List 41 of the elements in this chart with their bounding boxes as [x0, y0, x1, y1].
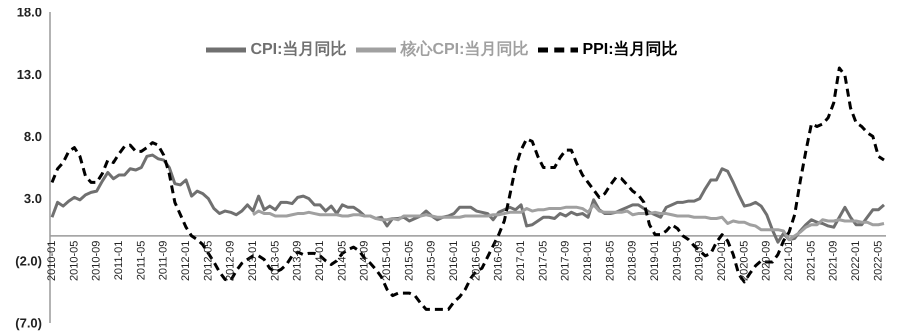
legend-label: PPI:当月同比: [582, 41, 678, 58]
x-tick-label: 2020-09: [760, 240, 773, 282]
x-tick-label: 2018-01: [582, 240, 594, 282]
x-tick-label: 2016-09: [492, 240, 505, 282]
x-tick-label: 2010-01: [46, 240, 58, 282]
x-tick-label: 2012-01: [180, 240, 192, 282]
x-tick-label: 2013-09: [292, 240, 304, 282]
x-tick-label: 2010-09: [90, 240, 103, 282]
x-tick-label: 2020-01: [716, 240, 728, 282]
x-tick-label: 2021-01: [783, 240, 796, 282]
y-tick-label: 3.0: [24, 191, 42, 206]
x-tick-label: 2017-09: [560, 240, 572, 282]
x-tick-label: 2011-01: [113, 240, 126, 280]
x-tick-label: 2016-01: [448, 240, 460, 282]
x-tick-label: 2015-05: [403, 240, 416, 282]
x-tick-label: 2017-05: [537, 240, 550, 282]
x-tick-label: 2011-09: [158, 240, 170, 280]
x-tick-label: 2013-01: [247, 240, 260, 282]
y-tick-label: (2.0): [15, 253, 42, 268]
x-tick-label: 2016-05: [470, 240, 482, 282]
x-tick-label: 2010-05: [68, 240, 80, 282]
x-tick-label: 2018-09: [626, 240, 639, 282]
x-tick-label: 2014-01: [314, 240, 326, 282]
x-tick-label: 2021-05: [805, 240, 818, 282]
legend-label: 核心CPI:当月同比: [400, 41, 528, 58]
x-tick-label: 2018-05: [604, 240, 616, 282]
y-tick-label: 8.0: [24, 129, 42, 144]
y-tick-label: (7.0): [15, 316, 42, 331]
x-tick-label: 2015-01: [381, 240, 394, 282]
x-tick-label: 2021-09: [828, 240, 840, 282]
x-tick-label: 2013-05: [269, 240, 282, 282]
x-tick-label: 2022-01: [850, 240, 862, 282]
x-tick-label: 2017-01: [515, 240, 528, 282]
x-tick-label: 2019-01: [649, 240, 662, 282]
y-tick-label: 13.0: [16, 66, 42, 82]
x-tick-label: 2019-09: [694, 240, 706, 282]
x-tick-label: 2011-05: [135, 240, 148, 280]
legend-label: CPI:当月同比: [250, 41, 346, 58]
x-tick-label: 2022-05: [872, 240, 884, 282]
x-tick-label: 2019-05: [671, 240, 684, 282]
x-tick-label: 2015-09: [426, 240, 438, 282]
